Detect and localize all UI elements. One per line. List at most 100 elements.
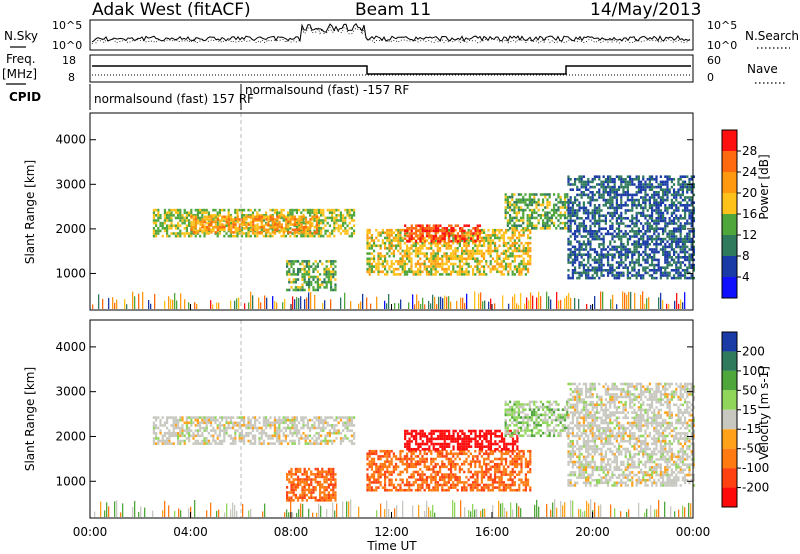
power-cell — [606, 180, 610, 184]
velocity-cell — [306, 442, 310, 445]
power-cell — [546, 216, 549, 220]
power-cell — [650, 237, 654, 241]
power-cell — [520, 228, 523, 232]
power-cell — [331, 208, 334, 212]
velocity-cell — [260, 434, 263, 438]
velocity-cell — [346, 437, 349, 440]
velocity-cell — [262, 442, 266, 445]
power-cell — [372, 260, 376, 263]
power-cell — [615, 227, 618, 230]
power-cell — [476, 231, 479, 235]
power-colorbar-swatch — [722, 130, 737, 151]
power-cell — [258, 225, 261, 229]
power-cell — [571, 232, 574, 236]
power-cell — [430, 254, 433, 258]
power-cell — [642, 175, 645, 178]
power-cell — [602, 188, 605, 191]
power-cell — [666, 232, 669, 236]
power-cell — [166, 211, 169, 215]
power-cell — [672, 250, 676, 254]
power-cell — [185, 229, 189, 233]
power-cell — [471, 254, 475, 258]
power-cell — [639, 276, 643, 280]
power-cell — [600, 250, 603, 254]
power-cell — [509, 254, 512, 258]
power-cell — [241, 223, 244, 226]
power-cell — [232, 220, 235, 224]
power-cell — [561, 201, 564, 204]
velocity-cell — [243, 416, 246, 419]
velocity-cell — [335, 416, 338, 419]
power-cell — [306, 232, 310, 235]
velocity-feature — [366, 449, 532, 492]
power-cell — [664, 193, 667, 197]
power-cell — [646, 177, 649, 181]
power-cell — [152, 221, 156, 225]
power-cell — [504, 198, 507, 202]
power-cell — [602, 203, 605, 207]
velocity-cell — [315, 437, 318, 440]
power-cell — [661, 180, 665, 184]
power-cell — [303, 260, 306, 263]
power-cell — [587, 242, 590, 246]
power-cell — [210, 231, 213, 234]
velocity-cell — [278, 434, 281, 438]
power-cell — [653, 193, 656, 197]
power-cell — [157, 214, 160, 217]
power-cell — [602, 183, 605, 186]
power-cell — [537, 221, 540, 225]
power-cell — [683, 248, 687, 251]
power-cell — [434, 270, 437, 274]
velocity-cell — [194, 424, 197, 427]
power-cell — [166, 234, 169, 238]
power-cell — [522, 219, 525, 222]
velocity-cell — [304, 442, 307, 445]
power-cell — [289, 220, 292, 224]
power-cell — [520, 270, 523, 274]
power-cell — [311, 234, 314, 238]
power-cell — [557, 219, 560, 222]
power-cell — [615, 219, 618, 223]
power-cell — [609, 214, 612, 217]
power-cell — [295, 234, 299, 238]
velocity-cell — [334, 491, 337, 494]
power-cell — [379, 270, 382, 274]
power-cell — [582, 227, 585, 230]
velocity-cell — [312, 486, 315, 489]
velocity-cell — [293, 421, 296, 425]
power-cell — [460, 257, 464, 261]
power-cell — [573, 222, 577, 225]
power-cell — [578, 206, 581, 210]
velocity-cell — [366, 468, 369, 471]
velocity-cell — [285, 473, 289, 476]
power-cell — [546, 221, 549, 225]
velocity-cell — [383, 449, 387, 453]
velocity-cell — [207, 439, 211, 443]
power-cell — [628, 175, 632, 178]
velocity-cell — [181, 418, 184, 422]
velocity-cell — [388, 460, 391, 463]
power-cell — [344, 221, 347, 225]
power-cell — [598, 188, 601, 191]
power-cell — [328, 232, 332, 235]
velocity-cell — [221, 429, 224, 432]
power-cell — [432, 257, 435, 261]
power-cell — [609, 185, 612, 189]
power-cell — [675, 209, 678, 212]
power-cell — [316, 265, 319, 268]
power-cell — [626, 268, 629, 272]
power-cell — [465, 260, 468, 263]
power-feature — [190, 215, 319, 234]
power-cell — [318, 260, 322, 263]
power-cell — [251, 216, 255, 220]
power-cell — [563, 227, 567, 230]
power-cell — [515, 227, 518, 230]
power-cell — [157, 219, 160, 222]
power-cell — [631, 198, 634, 202]
power-cell — [587, 232, 590, 236]
power-cell — [507, 273, 510, 276]
power-cell — [408, 267, 411, 271]
power-cell — [432, 262, 435, 266]
power-cell — [450, 240, 453, 243]
power-cell — [690, 276, 693, 280]
